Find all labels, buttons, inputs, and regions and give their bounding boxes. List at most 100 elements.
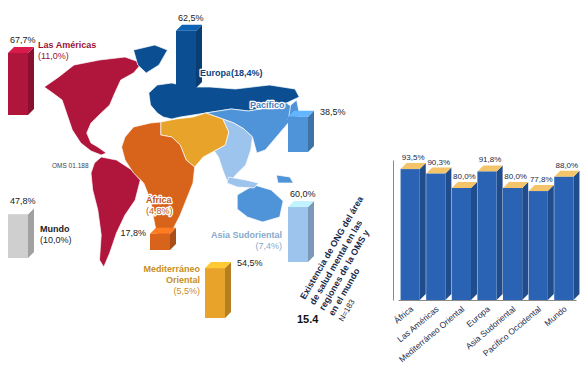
subtitle: N=183 <box>337 297 357 323</box>
bar-side <box>196 25 202 88</box>
bar-side <box>573 171 579 300</box>
bar <box>150 234 170 250</box>
bar <box>8 53 28 115</box>
bar-top <box>8 47 34 53</box>
region-share: (7,4%) <box>255 241 282 251</box>
region-name: Oriental <box>166 275 200 285</box>
bar-side <box>225 262 231 318</box>
bar <box>205 268 225 318</box>
world-map <box>44 45 299 267</box>
bar-side <box>28 47 34 115</box>
bar-side <box>420 163 426 300</box>
bar-top <box>150 228 176 234</box>
bar <box>288 207 308 262</box>
x-tick-label: Mediterráneo Oriental <box>397 304 466 365</box>
data-label: 91,8% <box>479 155 502 164</box>
bar-side <box>497 165 503 300</box>
region-name: Europa <box>200 68 232 78</box>
y-axis-line <box>393 161 394 301</box>
bar <box>452 188 471 300</box>
bar <box>401 169 420 300</box>
bar-side <box>308 201 314 262</box>
figure-number: 15.4 <box>297 313 319 325</box>
data-label: 67,7% <box>10 35 36 45</box>
map-region <box>227 177 258 188</box>
bar-chart: ÁfricaLas AméricasMediterráneo OrientalE… <box>297 153 579 364</box>
bar-top <box>452 182 477 188</box>
bars <box>401 163 580 300</box>
bar-top <box>205 262 231 268</box>
map-region <box>276 175 293 183</box>
x-tick: Mundo <box>542 304 569 329</box>
map-chart: 67,7%Las Américas(11,0%) 62,5% Europa(18,4… <box>8 13 346 318</box>
region-name: Pacífico <box>250 100 285 110</box>
data-label: 93,5% <box>402 153 425 162</box>
bar-top <box>477 165 502 171</box>
x-tick: Pacífico Occidental <box>481 304 543 358</box>
bar <box>503 188 522 300</box>
bar-top <box>401 163 426 169</box>
map-region <box>91 157 140 267</box>
bar <box>426 174 445 300</box>
bar-side <box>28 208 34 258</box>
region-name: Las Américas <box>38 40 96 50</box>
region-name: Mundo <box>40 224 70 234</box>
region-label: África(4,8%) <box>146 195 173 216</box>
x-axis-line <box>399 300 577 301</box>
data-label: 54,5% <box>237 258 263 268</box>
bar <box>8 214 28 258</box>
map-region <box>122 122 195 240</box>
x-tick-label: Mundo <box>542 304 569 329</box>
region-share: (4,8%) <box>146 206 173 216</box>
region-label: Pacífico <box>250 100 285 110</box>
y-axis <box>393 161 394 301</box>
bar-top <box>176 25 202 31</box>
data-label: 88,0% <box>555 161 578 170</box>
bar-top <box>554 171 579 177</box>
labels: 93,5%90,3%80,0%91,8%80,0%77,8%88,0%Exist… <box>297 153 578 325</box>
data-label: 90,3% <box>427 158 450 167</box>
map-region <box>237 185 283 222</box>
data-label: 80,0% <box>453 172 476 181</box>
bar-side <box>308 111 314 152</box>
bar <box>477 171 496 300</box>
region-share: (5,5%) <box>173 286 200 296</box>
bar-top <box>529 185 554 191</box>
x-tick: Mediterráneo Oriental <box>397 304 466 365</box>
region-name: África <box>146 195 173 205</box>
region-name: Asia Sudoriental <box>211 230 282 240</box>
region-label: Las Américas(11,0%) <box>38 40 96 61</box>
bar-side <box>445 168 451 300</box>
bar-top <box>288 111 314 117</box>
data-label: 77,8% <box>530 175 553 184</box>
region-label: Asia Sudoriental(7,4%) <box>211 230 282 251</box>
bar <box>554 177 573 300</box>
infographic: 67,7%Las Américas(11,0%) 62,5% Europa(18,4… <box>0 0 588 391</box>
region-share: (11,0%) <box>38 51 69 61</box>
bar-side <box>548 185 554 300</box>
bar-top <box>426 168 451 174</box>
bar-top <box>8 208 34 214</box>
region-label: MediterráneoOriental(5,5%) <box>143 264 200 296</box>
bar <box>288 117 308 152</box>
data-label: 38,5% <box>320 107 346 117</box>
bar <box>176 31 196 88</box>
region-name: Mediterráneo <box>143 264 200 274</box>
region-label: Europa(18,4%) <box>200 68 263 78</box>
title: Existencia de ONG del áreade salud menta… <box>298 194 394 318</box>
annotation: OMS 01.188 <box>52 162 89 169</box>
region-share: (10,0%) <box>40 235 72 245</box>
data-label: 60,0% <box>290 189 316 199</box>
labels: 67,7%Las Américas(11,0%) 62,5% Europa(18,4… <box>10 13 346 296</box>
data-label: 80,0% <box>504 172 527 181</box>
data-label: 62,5% <box>178 13 204 23</box>
bar-side <box>471 182 477 300</box>
bars <box>8 25 314 318</box>
region-share: (18,4%) <box>231 68 263 78</box>
bar-top <box>503 182 528 188</box>
data-label: 47,8% <box>10 196 36 206</box>
bar-top <box>288 201 314 207</box>
map-region <box>134 45 168 73</box>
data-label: 17,8% <box>120 228 146 238</box>
x-tick-label: Pacífico Occidental <box>481 304 543 358</box>
